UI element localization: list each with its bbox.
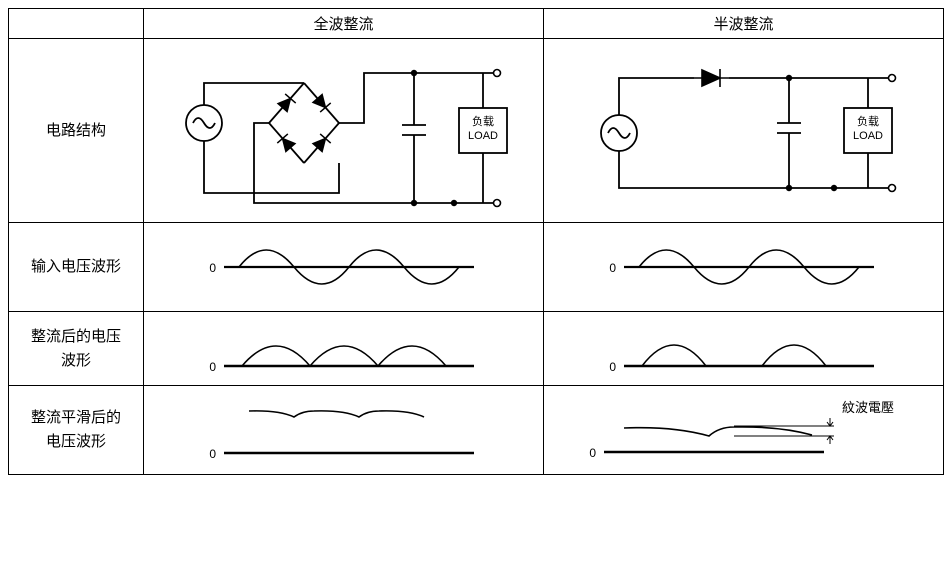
load-label-cn: 负载 <box>472 114 494 128</box>
row-label-rectified: 整流后的电压波形 <box>9 312 144 386</box>
row-label-smoothed: 整流平滑后的电压波形 <box>9 386 144 475</box>
cell-full-smoothed: 0 <box>144 386 544 475</box>
input-sine-full: 0 <box>194 227 494 307</box>
cell-half-rectified: 0 <box>544 312 944 386</box>
half-smoothed-wave: 紋波電壓 0 <box>574 390 914 470</box>
cell-half-smoothed: 紋波電壓 0 <box>544 386 944 475</box>
cell-full-wave-circuit: 负载 LOAD <box>144 39 544 223</box>
input-sine-half: 0 <box>594 227 894 307</box>
zero-label: 0 <box>209 261 216 275</box>
header-blank <box>9 9 144 39</box>
load-label-en: LOAD <box>468 130 498 142</box>
full-rectified-wave: 0 <box>194 316 494 381</box>
row-label-input: 输入电压波形 <box>9 223 144 312</box>
row-label-circuit: 电路结构 <box>9 39 144 223</box>
cell-half-wave-circuit: 负载 LOAD <box>544 39 944 223</box>
full-smoothed-wave: 0 <box>194 393 494 468</box>
zero-label-2: 0 <box>609 261 616 275</box>
row-label-smoothed-text: 整流平滑后的电压波形 <box>31 410 121 450</box>
full-wave-circuit-diagram: 负载 LOAD <box>164 43 524 218</box>
cell-full-rectified: 0 <box>144 312 544 386</box>
load-label-en-2: LOAD <box>853 130 883 142</box>
header-half-wave: 半波整流 <box>544 9 944 39</box>
cell-full-input-wave: 0 <box>144 223 544 312</box>
half-wave-circuit-diagram: 负载 LOAD <box>574 53 914 208</box>
ripple-voltage-label: 紋波電壓 <box>842 400 894 415</box>
cell-half-input-wave: 0 <box>544 223 944 312</box>
rectifier-comparison-table: 全波整流 半波整流 电路结构 <box>8 8 944 475</box>
header-full-wave: 全波整流 <box>144 9 544 39</box>
zero-label-3: 0 <box>209 360 216 374</box>
zero-label-6: 0 <box>589 446 596 460</box>
zero-label-4: 0 <box>609 360 616 374</box>
load-label-cn-2: 负载 <box>857 114 879 128</box>
row-label-rectified-text: 整流后的电压波形 <box>31 329 121 369</box>
zero-label-5: 0 <box>209 447 216 461</box>
half-rectified-wave: 0 <box>594 316 894 381</box>
